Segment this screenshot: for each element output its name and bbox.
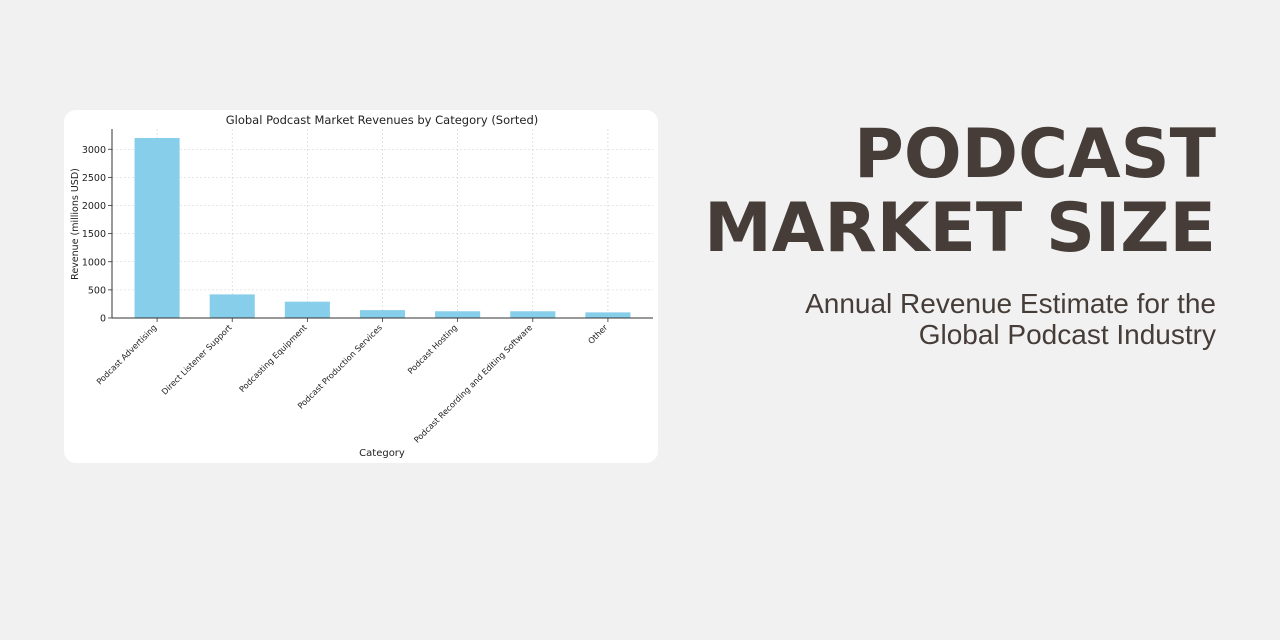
grid-lines [112,129,653,319]
bar-podcasting-equipment [284,301,330,318]
bar-podcast-production-services [359,310,406,318]
bar-podcast-hosting [435,311,481,318]
subtitle-line-2: Global Podcast Industry [918,319,1216,350]
headline-line-2: MARKET SIZE [704,189,1216,268]
bar-podcast-advertising [134,138,180,318]
subtitle-line-1: Annual Revenue Estimate for the [805,288,1216,319]
y-tick-label: 0 [100,314,106,325]
x-tick-label: Podcast Recording and Editing Software [412,322,534,444]
bars [134,138,631,318]
y-tick-label: 2500 [82,173,106,184]
y-tick-label: 1500 [82,229,106,240]
y-axis-label: Revenue (millions USD) [70,168,81,280]
y-tick-label: 500 [88,285,106,296]
x-tick-label: Podcast Hosting [405,322,459,376]
y-tick-label: 3000 [82,145,106,156]
x-tick-labels: Podcast Advertising Direct Listener Suppo… [94,322,609,445]
bar-podcast-recording-and-editing-software [510,311,556,318]
bar-other [585,312,631,318]
y-tick-label: 1000 [82,257,106,268]
bar-direct-listener-support [209,294,255,318]
chart-title: Global Podcast Market Revenues by Catego… [226,113,539,127]
headline-block: PODCAST MARKET SIZE Annual Revenue Estim… [704,118,1216,351]
headline-title: PODCAST MARKET SIZE [704,118,1216,266]
headline-line-1: PODCAST [854,115,1216,194]
x-tick-label: Direct Listener Support [159,322,234,397]
x-axis-label: Category [359,448,405,459]
y-tick-label: 2000 [82,201,106,212]
x-tick-label: Podcast Production Services [295,322,383,410]
chart-card: Global Podcast Market Revenues by Catego… [64,110,658,463]
x-tick-label: Podcasting Equipment [237,322,309,394]
x-tick-label: Podcast Advertising [94,322,158,386]
bar-chart: Global Podcast Market Revenues by Catego… [70,113,653,459]
headline-subtitle: Annual Revenue Estimate for the Global P… [704,288,1216,350]
y-tick-labels: 0 500 1000 1500 2000 2500 3000 [82,145,106,325]
axes [108,129,653,322]
x-tick-label: Other [586,322,610,346]
